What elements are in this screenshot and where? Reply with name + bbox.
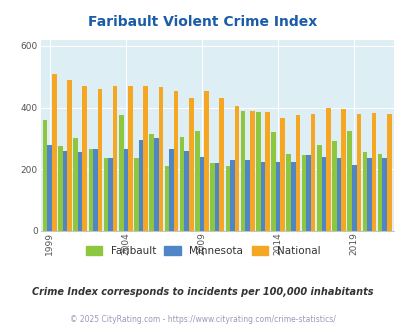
Text: © 2025 CityRating.com - https://www.cityrating.com/crime-statistics/: © 2025 CityRating.com - https://www.city… [70,315,335,324]
Bar [377,154,382,231]
Bar [290,162,295,231]
Bar [113,86,117,231]
Bar [158,87,163,231]
Bar [336,158,341,231]
Bar [88,149,93,231]
Bar [139,140,143,231]
Bar [104,158,108,231]
Bar [286,154,290,231]
Bar [73,138,78,231]
Bar [78,152,82,231]
Bar [210,163,214,231]
Bar [119,115,123,231]
Bar [67,80,72,231]
Bar [305,155,310,231]
Bar [214,163,219,231]
Bar [199,157,204,231]
Bar [173,90,178,231]
Text: Crime Index corresponds to incidents per 100,000 inhabitants: Crime Index corresponds to incidents per… [32,287,373,297]
Bar [98,89,102,231]
Bar [271,132,275,231]
Bar [143,86,147,231]
Bar [234,106,239,231]
Bar [310,114,315,231]
Bar [275,162,280,231]
Bar [123,149,128,231]
Bar [316,145,321,231]
Bar [149,134,153,231]
Bar [341,109,345,231]
Bar [58,146,62,231]
Bar [371,113,375,231]
Bar [230,160,234,231]
Bar [382,158,386,231]
Bar [366,158,371,231]
Bar [264,112,269,231]
Bar [331,142,336,231]
Bar [52,74,56,231]
Bar [225,166,230,231]
Bar [128,86,132,231]
Bar [179,137,184,231]
Bar [260,162,264,231]
Bar [93,149,98,231]
Bar [325,108,330,231]
Bar [62,151,67,231]
Bar [351,165,356,231]
Text: Faribault Violent Crime Index: Faribault Violent Crime Index [88,15,317,29]
Bar [301,155,305,231]
Bar [164,166,169,231]
Bar [347,131,351,231]
Bar [195,131,199,231]
Bar [356,114,360,231]
Bar [249,111,254,231]
Bar [219,98,224,231]
Bar [82,86,87,231]
Bar [280,118,284,231]
Bar [134,158,139,231]
Bar [256,112,260,231]
Bar [204,90,208,231]
Bar [386,114,390,231]
Bar [362,152,366,231]
Bar [184,151,189,231]
Bar [189,98,193,231]
Bar [108,158,113,231]
Bar [47,145,52,231]
Bar [245,160,249,231]
Bar [169,149,173,231]
Bar [153,138,158,231]
Bar [321,157,325,231]
Bar [295,115,299,231]
Bar [240,111,245,231]
Bar [43,120,47,231]
Legend: Faribault, Minnesota, National: Faribault, Minnesota, National [81,242,324,260]
